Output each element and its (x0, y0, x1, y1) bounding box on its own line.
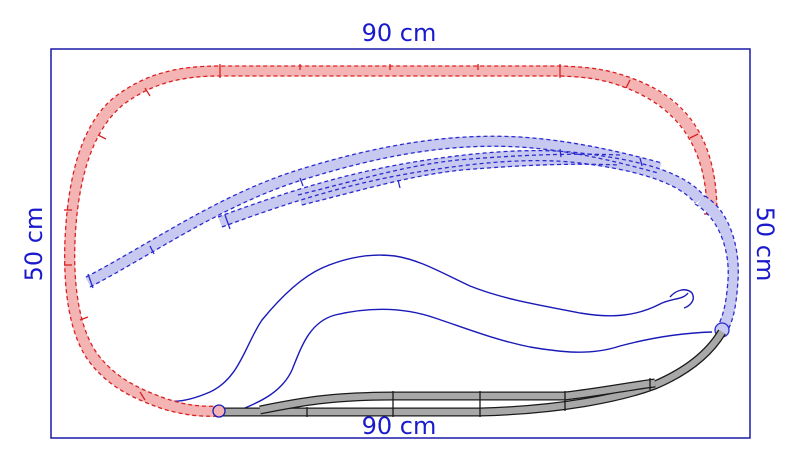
dimension-right-label: 50 cm (751, 207, 779, 282)
blue-track-rail-2a (217, 149, 706, 218)
inner-contour-line (239, 308, 713, 411)
board-outline (50, 48, 751, 439)
red-track-band (64, 65, 718, 417)
red-track-rail-inner (74, 75, 708, 407)
blue-track-rail-4b (694, 203, 729, 329)
blue-track-joints (87, 148, 643, 289)
blue-track-band-1 (85, 135, 662, 287)
blue-track-rail-4a (704, 195, 739, 333)
dimension-top-label: 90 cm (362, 19, 437, 47)
blue-upper-tracks (85, 135, 739, 338)
blue-track-band-4 (696, 195, 739, 333)
dimension-left-label: 50 cm (20, 207, 48, 282)
blue-track-rail-2b (221, 159, 696, 228)
blue-track-rail-1a (85, 135, 663, 278)
terrain-contours (149, 254, 713, 411)
grey-siding (259, 379, 656, 414)
contour-hook (669, 289, 694, 309)
blue-track-rail-3b (301, 163, 621, 206)
red-oval-track (64, 64, 720, 417)
red-track-joints (64, 64, 720, 401)
grey-track-joints (306, 378, 651, 417)
blue-track-rail-3a (297, 153, 621, 196)
outer-contour-line (149, 254, 689, 403)
dimension-bottom-label: 90 cm (362, 412, 437, 440)
blue-track-rail-1b (89, 145, 659, 288)
grey-track-end-marker (212, 404, 226, 418)
red-track-rail-outer (64, 65, 718, 417)
grey-station-tracks (212, 329, 726, 418)
blue-track-band-3 (298, 153, 621, 206)
